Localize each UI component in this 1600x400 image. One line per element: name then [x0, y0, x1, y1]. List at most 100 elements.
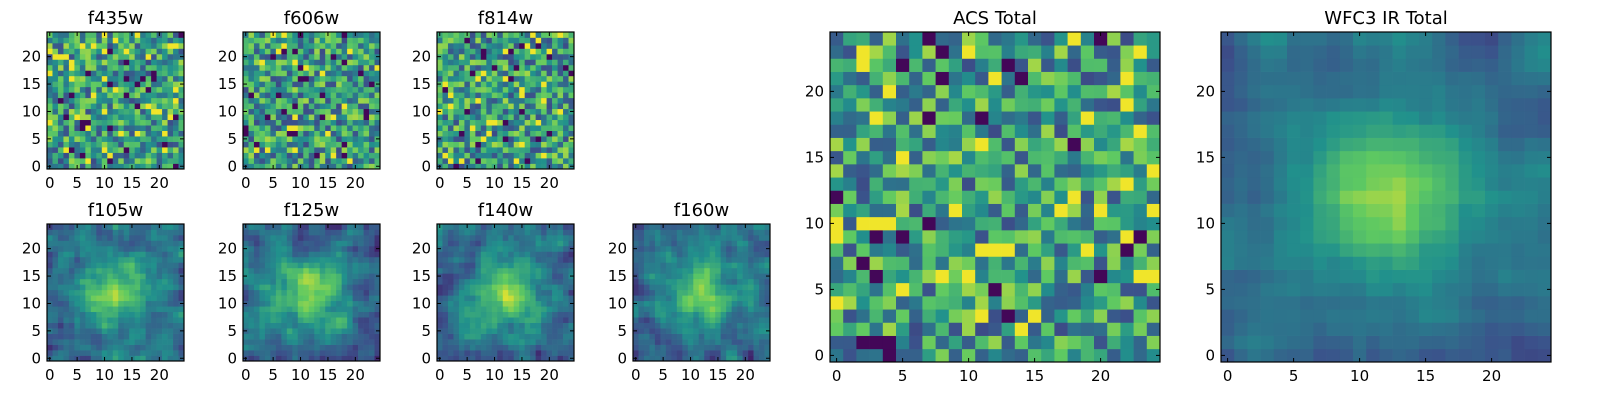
heatmap-cell [145, 344, 152, 351]
heatmap-cell [709, 229, 716, 236]
heatmap-cell [286, 92, 293, 99]
heatmap-cell [167, 229, 174, 236]
heatmap-cell [759, 328, 765, 334]
heatmap-cell [129, 256, 136, 263]
heatmap-cell [502, 317, 509, 323]
heatmap-cell [297, 311, 304, 318]
heatmap-cell [151, 262, 157, 269]
heatmap-cell [90, 103, 97, 110]
heatmap-cell [447, 251, 454, 258]
heatmap-cell [704, 295, 711, 302]
heatmap-cell [145, 273, 152, 280]
heatmap-cell [643, 229, 650, 236]
heatmap-cell [524, 97, 531, 104]
heatmap-cell [162, 289, 168, 296]
heatmap-cell [134, 251, 141, 258]
heatmap-cell [437, 37, 443, 44]
heatmap-cell [79, 158, 86, 164]
heatmap-cell [68, 284, 75, 291]
heatmap-cell [935, 322, 950, 336]
heatmap-cell [453, 295, 460, 302]
heatmap-cell [552, 350, 558, 356]
heatmap-cell [259, 48, 266, 55]
heatmap-cell [742, 317, 749, 323]
heatmap-cell [369, 355, 375, 362]
heatmap-cell [253, 262, 260, 269]
heatmap-cell [1146, 335, 1161, 350]
heatmap-cell [458, 339, 465, 345]
heatmap-cell [896, 282, 910, 297]
heatmap-cell [101, 81, 108, 88]
heatmap-cell [253, 289, 260, 296]
heatmap-cell [475, 355, 482, 362]
heatmap-cell [134, 289, 141, 296]
heatmap-cell [325, 267, 332, 274]
heatmap-cell [259, 42, 266, 49]
heatmap-cell [129, 86, 136, 93]
heatmap-cell [358, 97, 364, 104]
heatmap-cell [85, 328, 92, 334]
heatmap-cell [129, 295, 136, 302]
heatmap-cell [358, 224, 364, 230]
heatmap-cell [264, 125, 271, 131]
heatmap-cell [447, 267, 454, 274]
y-tick-label: 0 [421, 157, 431, 175]
panel-title: f160w [674, 200, 729, 221]
heatmap-cell [535, 37, 542, 44]
heatmap-cell [486, 262, 493, 269]
heatmap-cell [248, 328, 255, 334]
heatmap-cell [469, 256, 476, 263]
heatmap-cell [458, 158, 465, 164]
heatmap-cell [341, 295, 348, 302]
heatmap-cell [665, 245, 672, 252]
heatmap-cell [74, 48, 81, 55]
heatmap-cell [726, 267, 732, 274]
heatmap-cell [962, 335, 976, 350]
heatmap-cell [1133, 269, 1148, 284]
heatmap-cell [347, 322, 353, 329]
heatmap-cell [79, 256, 86, 263]
heatmap-cell [491, 86, 498, 93]
heatmap-cell [167, 317, 174, 323]
heatmap-cell [68, 125, 75, 131]
heatmap-cell [475, 152, 482, 159]
heatmap-cell [704, 306, 711, 313]
heatmap-cell [101, 108, 108, 115]
heatmap-cell [764, 240, 771, 247]
heatmap-cell [173, 97, 179, 104]
heatmap-cell [447, 317, 454, 323]
heatmap-cell [486, 256, 493, 263]
heatmap-cell [57, 163, 64, 170]
heatmap-cell [720, 355, 727, 362]
heatmap-cell [47, 119, 53, 126]
heatmap-cell [1094, 335, 1108, 350]
heatmap-cell [253, 64, 260, 71]
heatmap-cell [453, 53, 460, 60]
heatmap-cell [68, 344, 75, 351]
heatmap-cell [319, 306, 326, 313]
heatmap-cell [693, 344, 700, 351]
heatmap-cell [1120, 243, 1134, 257]
heatmap-cell [314, 273, 321, 280]
heatmap-cell [259, 59, 266, 66]
heatmap-cell [248, 273, 255, 280]
heatmap-cell [107, 224, 114, 230]
heatmap-cell [698, 328, 705, 334]
heatmap-cell [358, 136, 364, 142]
heatmap-cell [52, 141, 59, 148]
heatmap-cell [330, 284, 337, 291]
heatmap-cell [369, 114, 375, 121]
heatmap-cell [162, 103, 168, 110]
heatmap-cell [502, 86, 509, 93]
heatmap-cell [308, 59, 315, 66]
heatmap-cell [347, 317, 353, 323]
heatmap-cell [52, 37, 59, 44]
heatmap-cell [107, 86, 114, 93]
heatmap-cell [660, 234, 667, 241]
heatmap-cell [447, 229, 454, 236]
heatmap-cell [480, 262, 487, 269]
heatmap-cell [469, 119, 476, 126]
heatmap-cell [737, 295, 743, 302]
heatmap-cell [557, 158, 564, 164]
heatmap-cell [491, 311, 498, 318]
